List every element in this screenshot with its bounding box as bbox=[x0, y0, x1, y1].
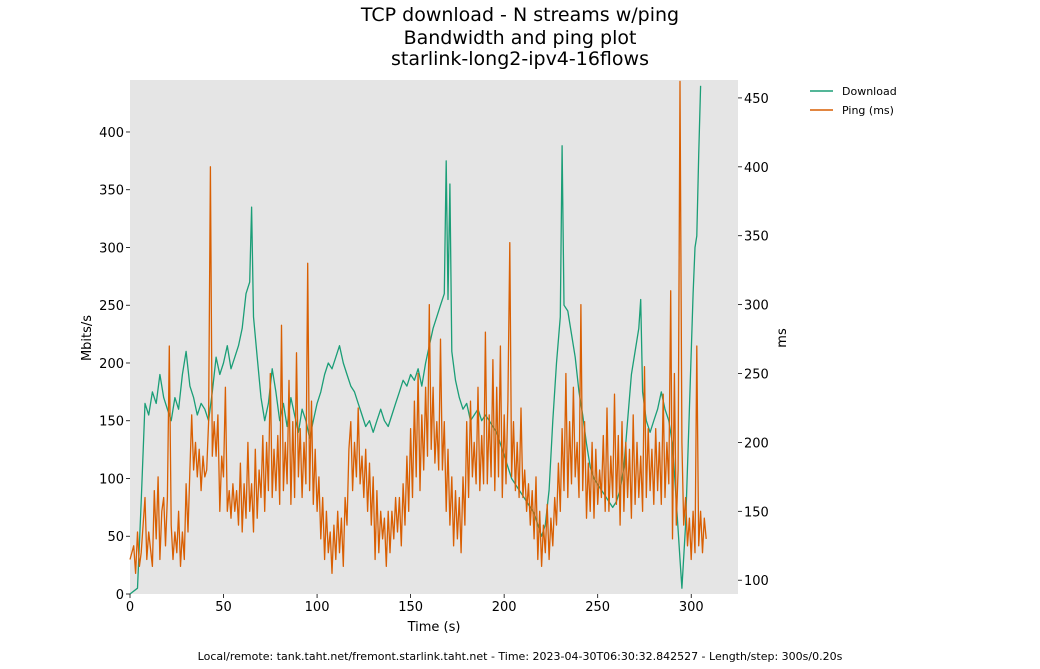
y-right-tick-label: 400 bbox=[744, 161, 769, 176]
x-tick-label: 300 bbox=[679, 600, 704, 615]
x-tick-label: 50 bbox=[215, 600, 232, 615]
plot-area bbox=[130, 80, 738, 594]
x-axis-label: Time (s) bbox=[407, 620, 461, 635]
x-tick-label: 250 bbox=[585, 600, 610, 615]
y-right-tick-label: 450 bbox=[744, 92, 769, 107]
chart-title-line-1: TCP download - N streams w/ping bbox=[360, 4, 680, 26]
y-axis-right-label: ms bbox=[775, 328, 790, 348]
y-left-tick-label: 200 bbox=[99, 357, 124, 372]
chart-title-line-2: Bandwidth and ping plot bbox=[403, 27, 637, 49]
y-left-tick-label: 250 bbox=[99, 299, 124, 314]
x-tick-label: 200 bbox=[492, 600, 517, 615]
y-right-tick-label: 250 bbox=[744, 368, 769, 383]
series-line-download bbox=[129, 85, 702, 595]
legend-label-ping: Ping (ms) bbox=[842, 104, 894, 117]
y-right-tick-label: 100 bbox=[744, 574, 769, 589]
y-left-tick-label: 400 bbox=[99, 126, 124, 141]
axis-layer: 0 50 100 150 200 250 300 0 50 100 150 200 250 300 350 4… bbox=[99, 92, 769, 615]
series-line-ping bbox=[129, 80, 707, 574]
y-left-tick-label: 300 bbox=[99, 241, 124, 256]
x-tick-label: 100 bbox=[305, 600, 330, 615]
x-tick-label: 0 bbox=[126, 600, 134, 615]
y-left-tick-label: 150 bbox=[99, 415, 124, 430]
chart-title-line-3: starlink-long2-ipv4-16flows bbox=[391, 48, 649, 70]
legend-label-download: Download bbox=[842, 85, 897, 98]
y-left-tick-label: 100 bbox=[99, 472, 124, 487]
y-right-tick-label: 200 bbox=[744, 436, 769, 451]
y-left-tick-label: 350 bbox=[99, 184, 124, 199]
legend: Download Ping (ms) bbox=[810, 85, 897, 117]
y-left-tick-label: 0 bbox=[116, 588, 124, 603]
y-right-tick-label: 150 bbox=[744, 505, 769, 520]
series-layer bbox=[129, 80, 707, 595]
y-right-tick-label: 300 bbox=[744, 299, 769, 314]
y-right-tick-label: 350 bbox=[744, 230, 769, 245]
x-tick-label: 150 bbox=[398, 600, 423, 615]
chart-footer: Local/remote: tank.taht.net/fremont.star… bbox=[197, 650, 843, 663]
y-axis-left-label: Mbits/s bbox=[80, 315, 95, 361]
y-left-tick-label: 50 bbox=[107, 530, 124, 545]
